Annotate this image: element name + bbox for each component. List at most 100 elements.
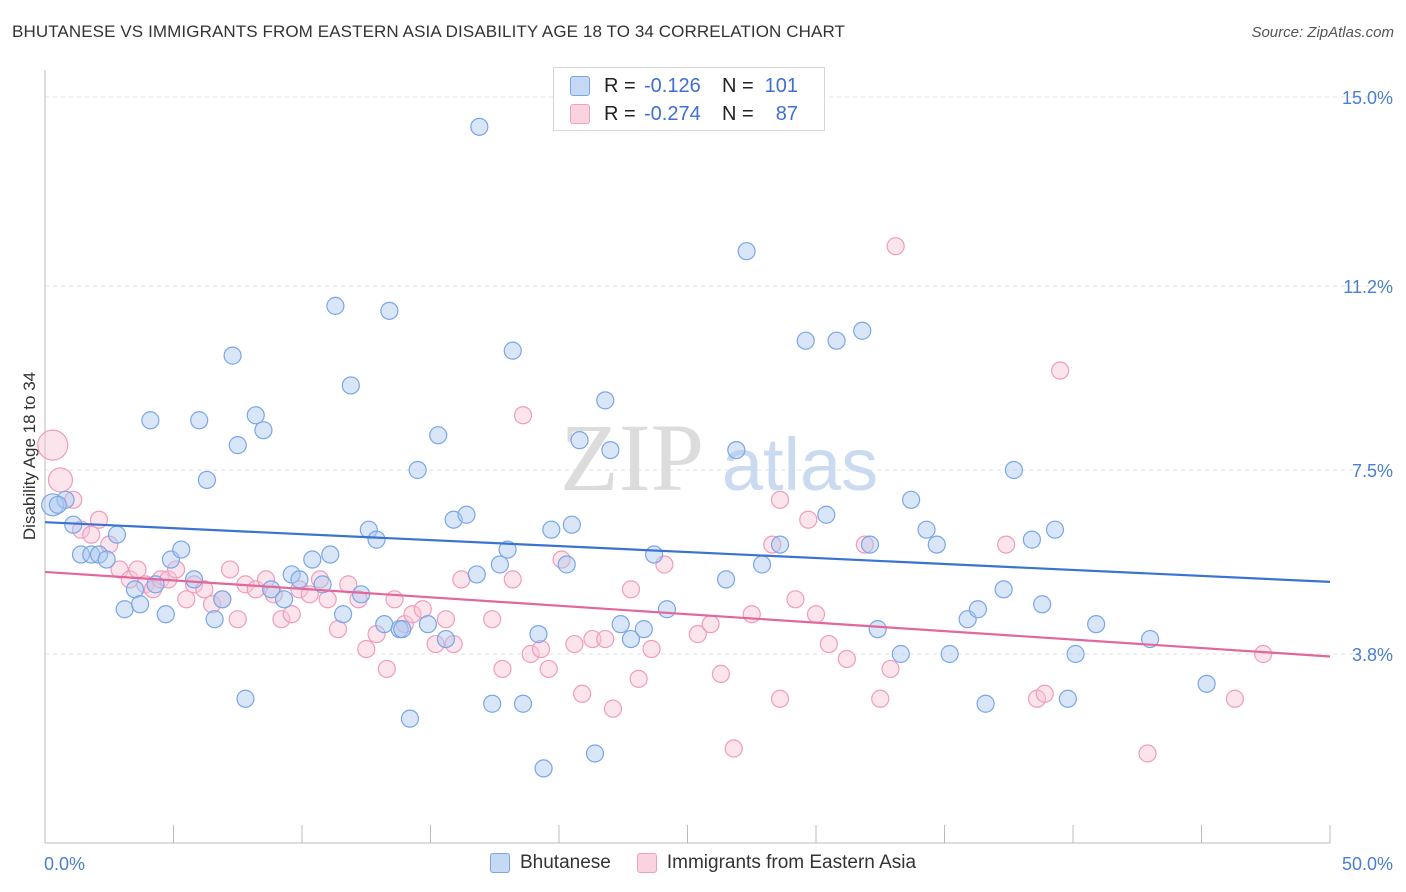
data-point — [246, 406, 265, 425]
y-tick-label: 15.0% — [1342, 88, 1393, 108]
data-point — [143, 580, 163, 599]
legend-row-immigrants: R = -0.274 N = 87 — [570, 102, 798, 126]
data-point — [457, 505, 476, 524]
bottom-legend-immigrants: Immigrants from Eastern Asia — [636, 852, 917, 874]
y-tick-label: 11.2% — [1343, 277, 1393, 297]
data-point — [272, 610, 291, 629]
trend-line-1 — [44, 570, 1331, 658]
data-point — [393, 620, 412, 639]
data-point — [601, 440, 620, 460]
legend-n-label: N = — [722, 102, 754, 125]
data-point — [570, 431, 589, 450]
data-point — [236, 689, 255, 708]
data-point — [41, 493, 65, 517]
data-point — [48, 495, 67, 514]
bottom-legend-label: Bhutanese — [520, 852, 611, 873]
data-point — [357, 639, 376, 659]
data-point — [254, 421, 273, 440]
data-point — [367, 625, 386, 644]
legend-r-value: -0.126 — [644, 74, 701, 97]
data-point — [737, 242, 756, 261]
data-point — [493, 659, 512, 679]
data-point — [141, 411, 160, 430]
legend-n-label: N = — [722, 74, 754, 97]
legend-row-bhutanese: R = -0.126 N = 101 — [570, 74, 798, 98]
data-point — [871, 689, 890, 708]
data-point — [940, 644, 959, 664]
data-point — [1225, 689, 1245, 708]
data-point — [282, 605, 301, 624]
data-point — [380, 301, 399, 320]
data-point — [534, 759, 553, 778]
data-point — [603, 699, 623, 718]
data-point — [968, 600, 988, 619]
data-point — [400, 709, 420, 728]
data-point — [220, 560, 240, 579]
data-point — [223, 346, 242, 365]
data-point — [531, 639, 551, 659]
data-point — [621, 580, 641, 599]
data-point — [642, 639, 661, 659]
data-point — [503, 341, 522, 360]
chart-title: BHUTANESE VS IMMIGRANTS FROM EASTERN ASI… — [12, 22, 845, 41]
data-point — [799, 510, 818, 529]
data-point — [1045, 520, 1065, 539]
data-point — [711, 664, 731, 683]
data-point — [611, 615, 630, 634]
data-point — [997, 535, 1016, 554]
data-point — [573, 684, 592, 703]
data-point — [860, 535, 880, 554]
watermark-atlas: atlas — [722, 423, 878, 506]
bottom-legend-label: Immigrants from Eastern Asia — [666, 852, 917, 873]
data-point — [130, 595, 150, 614]
data-point — [172, 540, 191, 559]
data-point — [657, 600, 677, 619]
data-point — [97, 550, 116, 569]
data-point — [395, 615, 414, 634]
data-point — [385, 590, 404, 609]
data-point — [1254, 644, 1273, 664]
data-point — [341, 376, 360, 395]
data-point — [128, 560, 147, 579]
data-point — [303, 550, 322, 569]
data-point — [976, 694, 995, 713]
y-axis-label: Disability Age 18 to 34 — [20, 372, 39, 540]
data-point — [1058, 689, 1077, 708]
data-point — [917, 520, 936, 539]
data-point — [213, 590, 232, 609]
data-point — [490, 555, 509, 574]
data-point — [927, 535, 946, 554]
data-point — [585, 744, 605, 763]
data-point — [334, 605, 353, 624]
data-point — [1033, 595, 1052, 614]
data-point — [786, 590, 805, 609]
data-point — [310, 570, 330, 589]
data-point — [352, 585, 371, 604]
legend-r-value: -0.274 — [644, 102, 701, 125]
data-point — [817, 505, 836, 524]
data-point — [107, 525, 127, 544]
data-point — [37, 429, 69, 461]
watermark: ZIP atlas — [560, 404, 878, 511]
data-point — [701, 615, 720, 634]
data-point — [321, 545, 340, 564]
data-point — [228, 436, 247, 455]
data-point — [827, 331, 846, 350]
y-tick-label: 7.5% — [1352, 461, 1393, 481]
data-point — [1087, 615, 1106, 634]
data-point — [596, 629, 615, 649]
data-point — [274, 590, 294, 609]
legend-n-value: 87 — [775, 102, 798, 125]
data-point — [177, 590, 196, 609]
data-point — [408, 460, 427, 480]
grid-lines — [45, 96, 1392, 655]
trend-line-0 — [44, 521, 1331, 583]
source-label: Source: ZipAtlas.com — [1251, 24, 1394, 41]
data-point — [994, 580, 1013, 599]
data-point — [184, 575, 204, 594]
data-point — [166, 560, 186, 579]
watermark-zip: ZIP — [560, 404, 704, 511]
data-point — [1051, 361, 1070, 380]
data-point — [326, 296, 345, 315]
